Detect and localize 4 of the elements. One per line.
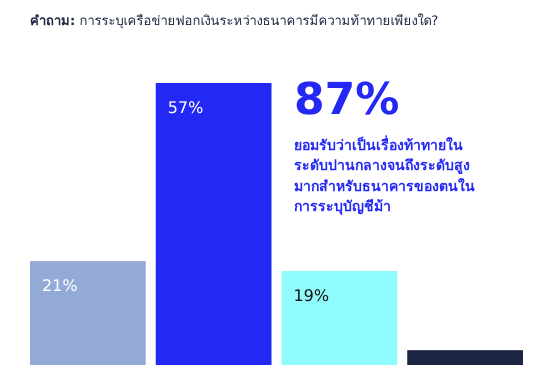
- data-label: 57%: [168, 98, 204, 117]
- data-label: 19%: [294, 286, 330, 305]
- data-label: 21%: [42, 276, 78, 296]
- title: คำถาม: การระบุเครือข่ายฟอกเงินระหว่างธนาคารมีความท้าทายเพียงใด?: [30, 12, 438, 31]
